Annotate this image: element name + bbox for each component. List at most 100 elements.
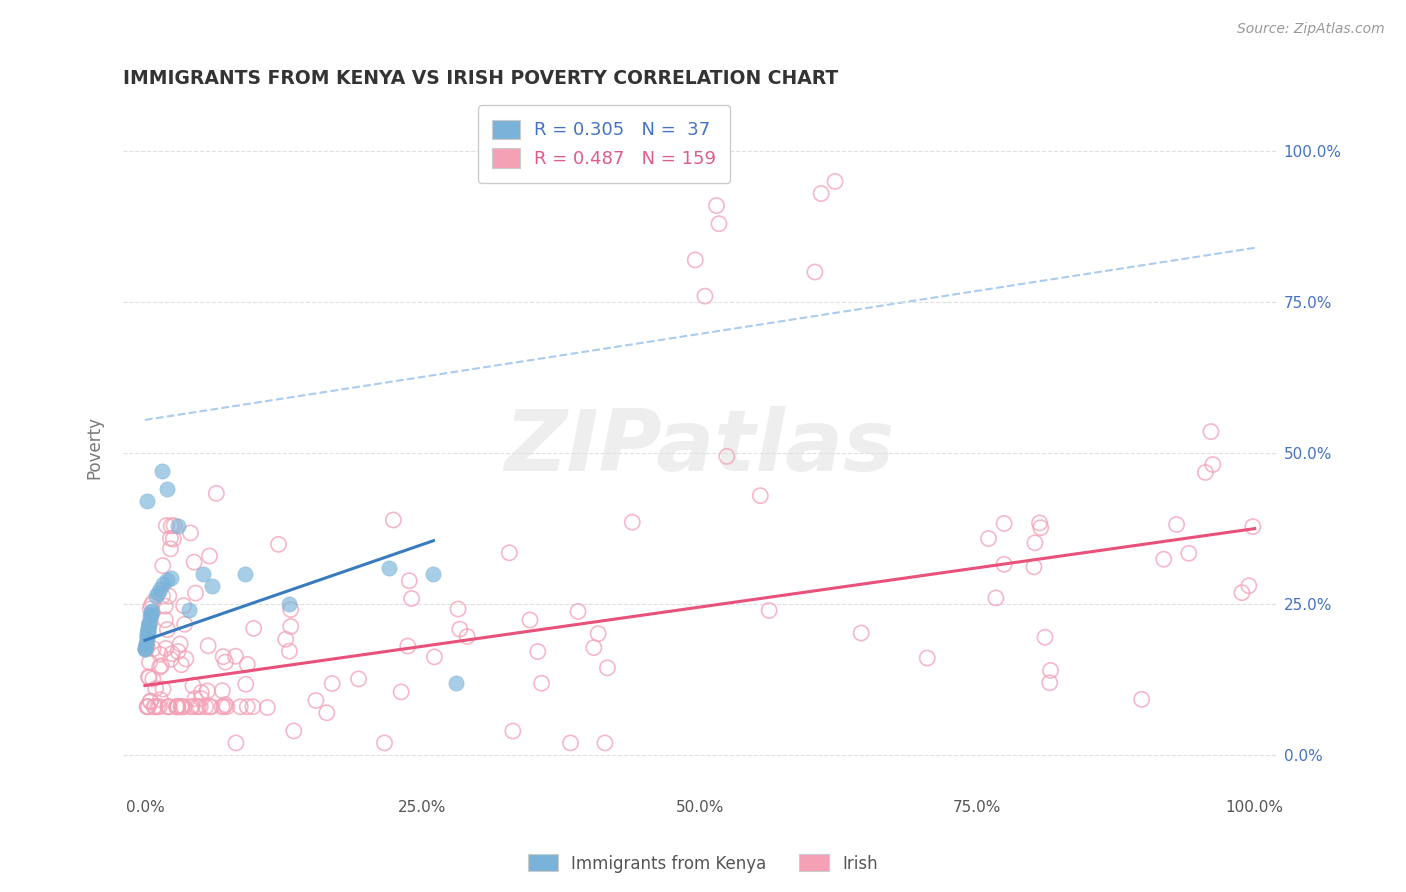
Point [156,574,179,588]
Point [447,602,470,616]
Point [214,655,236,669]
Point [305,693,328,707]
Point [373,736,395,750]
Point [389,685,412,699]
Point [162,532,184,546]
Point [498,546,520,560]
Point [157,699,180,714]
Point [502,724,524,739]
Point [135,632,157,647]
Point [169,637,191,651]
Point [593,736,616,750]
Point [205,486,228,500]
Point [156,699,179,714]
Point [156,483,179,497]
Point [150,658,173,673]
Point [135,494,157,508]
Point [283,723,305,738]
Point [993,558,1015,572]
Point [984,591,1007,605]
Point [1028,516,1050,530]
Point [519,613,541,627]
Point [139,602,162,616]
Point [145,589,167,603]
Point [401,591,423,606]
Point [167,644,190,658]
Point [530,676,553,690]
Point [187,699,209,714]
Point [183,555,205,569]
Point [977,532,1000,546]
Point [138,699,160,714]
Point [1199,425,1222,439]
Point [198,699,221,714]
Point [159,571,181,585]
Point [157,699,180,714]
Point [212,649,235,664]
Point [148,699,170,714]
Point [274,632,297,647]
Point [278,644,301,658]
Point [141,599,163,613]
Point [149,660,172,674]
Point [136,624,159,639]
Point [1029,521,1052,535]
Point [167,518,190,533]
Point [174,652,197,666]
Text: ZIPatlas: ZIPatlas [505,406,896,489]
Point [190,685,212,699]
Point [582,640,605,655]
Legend: Immigrants from Kenya, Irish: Immigrants from Kenya, Irish [520,847,886,880]
Point [146,699,169,714]
Point [134,641,156,656]
Point [136,629,159,643]
Point [138,655,160,669]
Point [1202,458,1225,472]
Point [139,608,162,623]
Point [915,651,938,665]
Point [170,699,193,714]
Point [267,537,290,551]
Point [560,736,582,750]
Point [166,699,188,714]
Point [173,599,195,613]
Point [134,642,156,657]
Point [444,675,467,690]
Point [181,679,204,693]
Point [188,699,211,714]
Point [236,657,259,672]
Point [851,626,873,640]
Point [148,582,170,596]
Point [198,549,221,563]
Point [146,585,169,599]
Text: Source: ZipAtlas.com: Source: ZipAtlas.com [1237,22,1385,37]
Point [194,699,217,714]
Point [186,699,208,714]
Point [155,518,177,533]
Point [173,617,195,632]
Point [141,604,163,618]
Point [136,625,159,640]
Point [236,699,259,714]
Point [150,464,173,478]
Point [159,652,181,666]
Point [242,699,264,714]
Point [139,695,162,709]
Point [993,516,1015,531]
Point [1241,519,1264,533]
Point [134,641,156,656]
Point [152,589,174,603]
Point [586,626,609,640]
Point [693,289,716,303]
Point [138,670,160,684]
Point [166,699,188,714]
Point [143,699,166,714]
Point [142,672,165,686]
Point [321,676,343,690]
Point [142,596,165,610]
Point [135,637,157,651]
Point [200,699,222,714]
Point [166,699,188,714]
Point [153,599,176,614]
Point [596,661,619,675]
